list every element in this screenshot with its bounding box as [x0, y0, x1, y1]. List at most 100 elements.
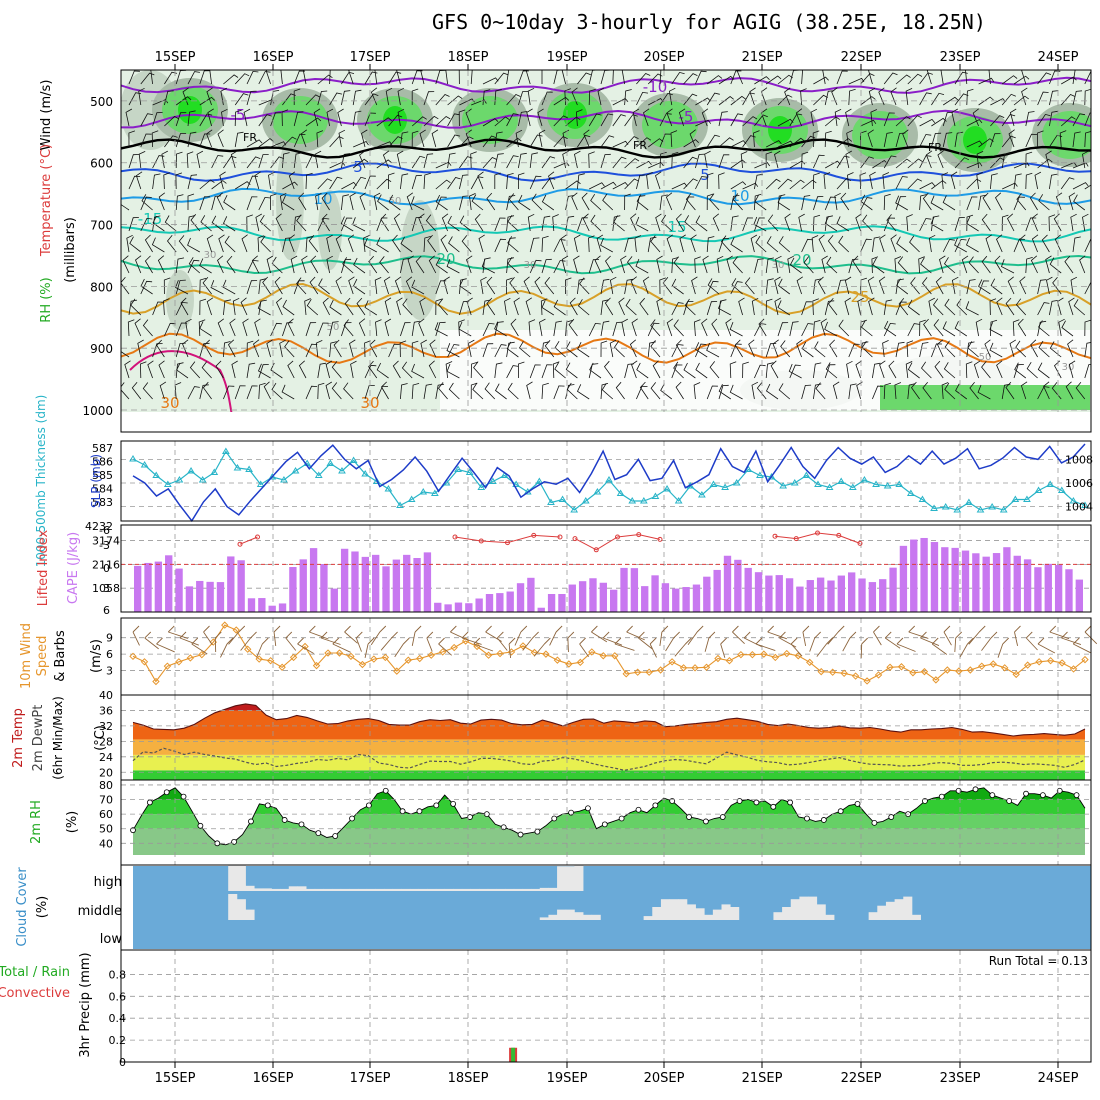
wind-barb [695, 70, 707, 85]
isotherm-line [121, 332, 1091, 364]
thickness-marker [477, 483, 486, 490]
cape-bar [351, 551, 359, 612]
wind-barb [736, 70, 743, 85]
wind-barb [931, 215, 940, 232]
rh-marker [938, 793, 945, 800]
wind-barb [185, 318, 192, 337]
wind-barb [541, 177, 556, 190]
wind-barb [631, 360, 638, 379]
wind-barb [910, 381, 920, 400]
wind-speed-marker [656, 666, 665, 674]
thickness-marker [163, 480, 172, 487]
wind-barb [588, 235, 595, 253]
wind-barb [256, 637, 269, 658]
wind-barb [825, 362, 838, 379]
wind-barb [1060, 177, 1075, 190]
wind-barb [718, 137, 734, 148]
rh-marker [365, 802, 372, 809]
wind-barb [944, 298, 956, 316]
wind-barb [718, 384, 729, 400]
wind-barb [246, 70, 259, 85]
wind-barb [634, 235, 642, 253]
wind-barb [693, 319, 701, 337]
wind-barb [1059, 130, 1067, 148]
wind-barb [990, 157, 1005, 169]
wind-barb [650, 235, 661, 253]
slp-ylabel-text: SLP (mb) [89, 454, 103, 508]
wind-barb [282, 299, 295, 316]
wind-barb [588, 113, 602, 127]
li-tick: -6 [99, 524, 110, 537]
wind-barb [352, 176, 367, 190]
axis-tick-label: 1000 [82, 404, 113, 418]
wind-barb [305, 94, 321, 106]
cape-bar [454, 602, 463, 612]
wind-barb [446, 343, 460, 358]
cloud-bar [574, 865, 584, 891]
wind-barb [271, 256, 283, 274]
wind-barb [990, 133, 1001, 148]
wind-barb [518, 152, 527, 169]
wind-barb [541, 300, 555, 316]
wind-barb [966, 341, 975, 358]
cloud-bar [678, 899, 688, 920]
thickness-marker [674, 497, 683, 504]
rh-tick: 80 [99, 779, 113, 792]
rh-saturated-area [963, 126, 987, 154]
wind-barb [920, 257, 932, 274]
wind-barb [121, 382, 130, 400]
wind-barb [922, 192, 932, 211]
wind-barb [919, 218, 932, 232]
wind-barb [618, 297, 625, 316]
wind-barb [989, 298, 997, 316]
isotherm-line [121, 187, 1091, 206]
run-total-label: Run Total = 0.13 [989, 954, 1088, 968]
cape-bar [672, 588, 680, 612]
wind-barb [777, 300, 791, 316]
wind-barb [624, 363, 634, 379]
wind-barb [883, 132, 893, 148]
wind-barb [718, 154, 730, 169]
isotherm-label: 5 [353, 158, 363, 176]
wind-barb [480, 276, 487, 295]
wind-ylabel-units: (m/s) [89, 639, 104, 673]
wind-speed-marker [393, 667, 401, 675]
wind-barb [1070, 213, 1077, 232]
rh-marker [264, 802, 271, 809]
wind-barb [845, 108, 852, 127]
wind-barb [1049, 300, 1058, 316]
wind-barb [659, 277, 666, 295]
wind-barb [919, 155, 932, 169]
wind-barb [577, 173, 585, 190]
wind-barb [942, 321, 956, 337]
date-label-bottom: 22SEP [841, 1071, 882, 1086]
wind-barb [725, 318, 732, 337]
wind-barb [942, 195, 956, 211]
wind-barb [655, 213, 662, 232]
wind-barb [234, 73, 250, 85]
wind-barb [978, 280, 990, 295]
wind-barb [883, 382, 892, 400]
wind-barb [602, 193, 614, 211]
wind-barb [895, 196, 907, 211]
wind-barb [937, 150, 944, 169]
wind-barb [506, 113, 519, 127]
wind-barb [494, 217, 506, 232]
wind-barb [813, 362, 822, 379]
wind-barb [1025, 111, 1035, 127]
wind-barb [1048, 214, 1056, 232]
wind-barb [1007, 276, 1015, 295]
wind-barb [121, 276, 130, 295]
wind-barb [671, 302, 684, 316]
wind-barb [855, 360, 862, 379]
wind-barb [860, 320, 873, 337]
wind-barb [222, 279, 236, 295]
wind-barb [564, 88, 571, 106]
wind-barb [333, 339, 342, 358]
cloud-bar [375, 888, 385, 891]
cloud-bar [911, 914, 921, 920]
wind-barb [128, 299, 138, 316]
li-tick: 3 [103, 582, 110, 595]
wind-barb [1038, 320, 1050, 337]
thickness-marker [953, 506, 962, 513]
